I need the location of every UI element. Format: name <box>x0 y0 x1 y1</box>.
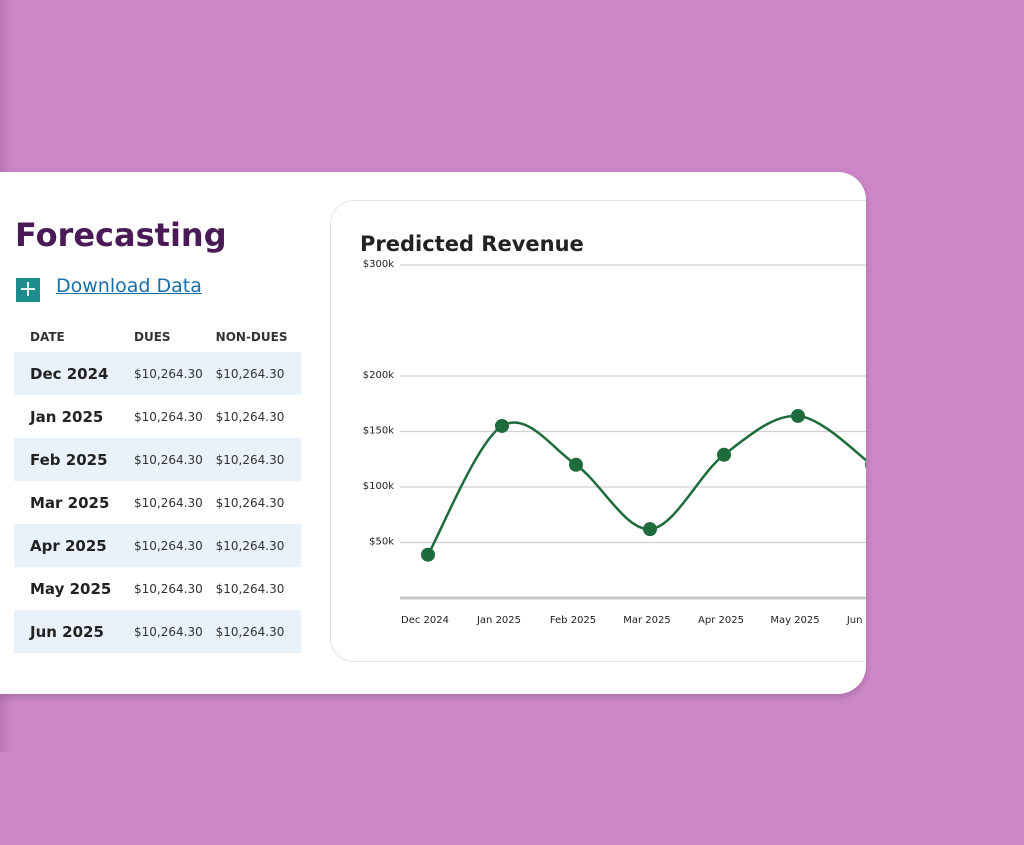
table-cell: $10,264.30 <box>215 352 301 395</box>
page-title: Forecasting <box>15 216 227 254</box>
table-row: Dec 2024 $10,264.30 $10,264.30 <box>14 352 301 395</box>
table-row: May 2025 $10,264.30 $10,264.30 <box>14 567 301 610</box>
x-tick-label: Jan 2025 <box>476 615 521 626</box>
table-cell: $10,264.30 <box>134 610 216 653</box>
column-header: DUES <box>134 330 171 344</box>
table-cell: $10,264.30 <box>215 495 285 510</box>
table-cell: Feb 2025 <box>14 438 134 481</box>
table-row: Jan 2025 $10,264.30 $10,264.30 <box>14 395 301 438</box>
table-cell: $10,264.30 <box>215 581 285 596</box>
table-cell: $10,264.30 <box>134 409 203 424</box>
y-tick-label: $100k <box>363 481 394 492</box>
y-tick-label: $50k <box>369 537 394 548</box>
y-tick-label: $150k <box>363 426 394 437</box>
table-cell: Apr 2025 <box>14 524 134 567</box>
data-table: DATE DUES NON-DUES Dec 2024 $10,264.30 $10,26… <box>14 322 301 653</box>
point <box>569 457 583 472</box>
point <box>495 418 509 433</box>
x-tick-label: Jun 2025 <box>846 615 866 626</box>
point <box>717 447 731 462</box>
table-row: Jun 2025 $10,264.30 $10,264.30 <box>14 610 301 653</box>
chart-panel <box>330 200 866 662</box>
table-cell: $10,264.30 <box>134 581 203 596</box>
x-tick-label: Feb 2025 <box>550 615 596 626</box>
table-cell: $10,264.30 <box>134 495 203 510</box>
table-cell: $10,264.30 <box>134 438 216 481</box>
column-header: DATE <box>30 330 65 344</box>
x-tick-label: Mar 2025 <box>623 615 671 626</box>
table-row: Feb 2025 $10,264.30 $10,264.30 <box>14 438 301 481</box>
x-tick-label: Apr 2025 <box>698 615 744 626</box>
point <box>643 522 657 537</box>
download-link[interactable]: Download Data <box>56 275 202 297</box>
table-cell: Dec 2024 <box>14 352 134 395</box>
table-cell: Jun 2025 <box>14 610 134 653</box>
table-row: Apr 2025 $10,264.30 $10,264.30 <box>14 524 301 567</box>
table-cell: $10,264.30 <box>215 409 285 424</box>
table-body: Dec 2024 $10,264.30 $10,264.30 Jan 2025 $10,… <box>14 352 301 653</box>
table-cell: Mar 2025 <box>30 493 110 512</box>
card: Forecasting + Download Data DATE DUES NON-… <box>0 172 866 694</box>
point <box>421 547 435 562</box>
table-row: Mar 2025 $10,264.30 $10,264.30 <box>14 481 301 524</box>
table-cell: May 2025 <box>30 579 112 598</box>
table-cell: $10,264.30 <box>134 352 216 395</box>
table-cell: $10,264.30 <box>134 524 216 567</box>
plus-icon[interactable]: + <box>16 278 40 302</box>
table-cell: $10,264.30 <box>215 610 301 653</box>
x-tick-label: May 2025 <box>770 615 819 626</box>
table-cell: $10,264.30 <box>215 524 301 567</box>
point <box>865 461 866 469</box>
chart: Predicted Revenue $50k $100k $150k $200k $30… <box>360 232 866 626</box>
column-header: NON-DUES <box>215 330 288 344</box>
y-tick-label: $200k <box>363 370 394 381</box>
y-tick-label: $300k <box>363 259 394 270</box>
x-tick-label: Dec 2024 <box>401 615 449 626</box>
header-row: DATE DUES NON-DUES <box>14 322 301 352</box>
chart-title: Predicted Revenue <box>360 232 584 256</box>
table-cell: Jan 2025 <box>30 407 104 426</box>
point <box>791 408 805 423</box>
table-cell: $10,264.30 <box>215 438 301 481</box>
